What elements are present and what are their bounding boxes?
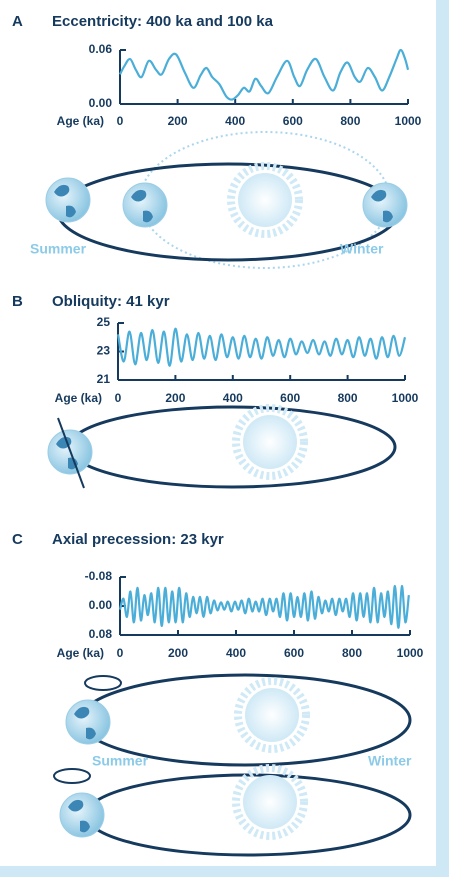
y-tick-label: 25 xyxy=(97,315,111,329)
y-tick-label: 0.00 xyxy=(89,598,113,612)
x-tick-label: 200 xyxy=(168,114,188,128)
page: A Eccentricity: 400 ka and 100 ka 0.06 0.00… xyxy=(0,0,449,877)
annotation: Winter xyxy=(368,753,412,769)
chart-title: Obliquity: 41 kyr xyxy=(52,293,170,310)
x-tick-label: 1000 xyxy=(392,391,419,405)
annotation: Summer xyxy=(92,753,149,769)
x-tick-label: 1000 xyxy=(395,114,422,128)
y-tick-label: 0.08 xyxy=(89,627,113,641)
y-tick-label: 0.00 xyxy=(89,96,113,110)
x-tick-label: 800 xyxy=(340,114,360,128)
y-tick-label: 21 xyxy=(97,372,111,386)
y-tick-label: 23 xyxy=(97,344,111,358)
x-axis-label: Age (ka) xyxy=(55,391,102,405)
x-tick-label: 400 xyxy=(226,646,246,660)
x-tick-label: 0 xyxy=(115,391,122,405)
x-tick-label: 800 xyxy=(338,391,358,405)
x-axis-label: Age (ka) xyxy=(57,114,104,128)
figure: A Eccentricity: 400 ka and 100 ka 0.06 0.00… xyxy=(0,0,449,877)
frame-bottom xyxy=(0,866,449,877)
x-tick-label: 800 xyxy=(342,646,362,660)
x-axis-label: Age (ka) xyxy=(57,646,104,660)
panel-label: A xyxy=(12,13,23,30)
x-tick-label: 600 xyxy=(284,646,304,660)
x-tick-label: 200 xyxy=(165,391,185,405)
annotation: Summer xyxy=(30,241,87,257)
frame-right xyxy=(436,0,449,877)
x-tick-label: 400 xyxy=(223,391,243,405)
y-tick-label: 0.06 xyxy=(89,42,113,56)
y-tick-label: -0.08 xyxy=(85,569,113,583)
panel-label: C xyxy=(12,531,23,548)
chart-title: Axial precession: 23 kyr xyxy=(52,531,224,548)
x-tick-label: 0 xyxy=(117,114,124,128)
x-tick-label: 400 xyxy=(225,114,245,128)
chart-title: Eccentricity: 400 ka and 100 ka xyxy=(52,13,274,30)
x-tick-label: 0 xyxy=(117,646,124,660)
x-tick-label: 600 xyxy=(280,391,300,405)
x-tick-label: 1000 xyxy=(397,646,424,660)
annotation: Winter xyxy=(340,241,384,257)
x-tick-label: 600 xyxy=(283,114,303,128)
x-tick-label: 200 xyxy=(168,646,188,660)
panel-label: B xyxy=(12,293,23,310)
